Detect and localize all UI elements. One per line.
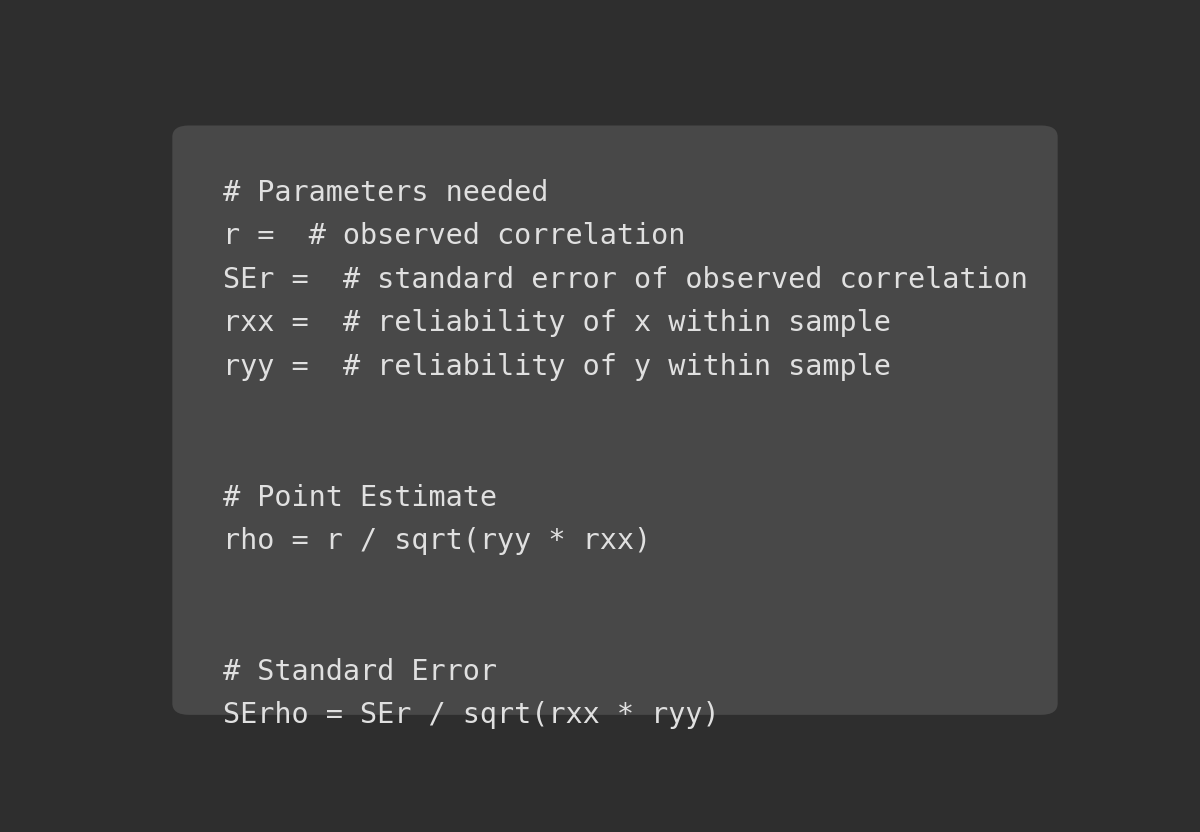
Text: # Point Estimate: # Point Estimate <box>222 483 497 512</box>
Text: SErho = SEr / sqrt(rxx * ryy): SErho = SEr / sqrt(rxx * ryy) <box>222 701 719 730</box>
Text: rho = r / sqrt(ryy * rxx): rho = r / sqrt(ryy * rxx) <box>222 527 650 555</box>
Text: # Standard Error: # Standard Error <box>222 658 497 686</box>
Text: rxx =  # reliability of x within sample: rxx = # reliability of x within sample <box>222 310 890 338</box>
Text: SEr =  # standard error of observed correlation: SEr = # standard error of observed corre… <box>222 266 1027 294</box>
Text: # Parameters needed: # Parameters needed <box>222 179 548 206</box>
FancyBboxPatch shape <box>173 126 1057 715</box>
Text: r =  # observed correlation: r = # observed correlation <box>222 222 685 250</box>
Text: ryy =  # reliability of y within sample: ryy = # reliability of y within sample <box>222 353 890 381</box>
